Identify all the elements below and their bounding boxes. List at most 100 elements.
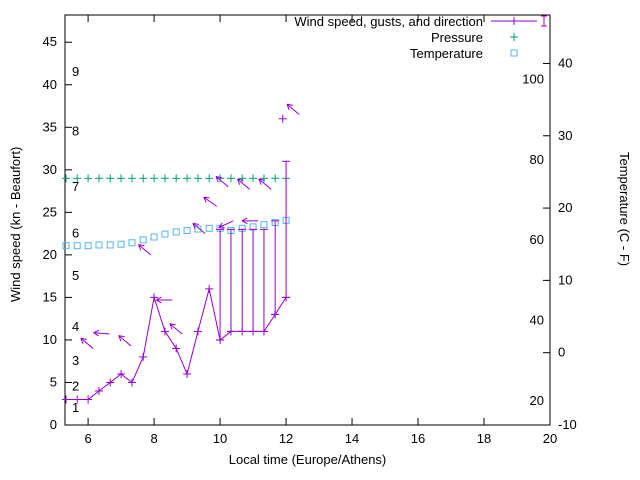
- beaufort-scale-label: 7: [72, 179, 79, 194]
- temperature-point: [106, 241, 114, 249]
- temperature-point: [95, 241, 103, 249]
- legend-label-pressure: Pressure: [430, 29, 483, 45]
- wind-direction-arrowhead: [93, 332, 99, 337]
- wind-direction-arrow: [258, 178, 272, 190]
- wind-direction-arrow: [118, 335, 132, 347]
- fahrenheit-scale-label: 80: [530, 152, 544, 167]
- beaufort-scale-label: 9: [72, 64, 79, 79]
- temperature-point: [73, 242, 81, 250]
- wind-direction-arrowhead: [215, 176, 223, 179]
- wind-direction-arrowhead: [118, 335, 125, 338]
- x-axis-title: Local time (Europe/Athens): [228, 452, 387, 467]
- temperature-point: [150, 233, 158, 241]
- legend-entry-wind: Wind speed, gusts, and direction: [0, 13, 549, 29]
- wind-direction-arrow: [192, 222, 206, 234]
- wind-direction-arrowhead: [215, 176, 219, 183]
- x-tick-label: 8: [150, 431, 157, 446]
- wind-direction-arrowhead: [218, 222, 223, 228]
- legend-label-wind: Wind speed, gusts, and direction: [294, 13, 483, 29]
- temperature-point: [84, 242, 92, 250]
- x-tick-label: 14: [345, 431, 359, 446]
- wind-direction-arrowhead: [203, 196, 210, 199]
- temperature-point: [183, 226, 191, 234]
- wind-direction-arrowhead: [286, 103, 293, 106]
- beaufort-scale-label: 5: [72, 268, 79, 283]
- wind-direction-arrowhead: [237, 178, 244, 181]
- temperature-point: [194, 225, 202, 233]
- y-left-tick-label: 30: [43, 162, 57, 177]
- wind-direction-arrowhead: [241, 217, 248, 222]
- y-left-tick-label: 5: [50, 374, 57, 389]
- wind-direction-arrowhead: [155, 296, 162, 301]
- y-left-tick-label: 0: [50, 417, 57, 432]
- y-axis-title-left: Wind speed (kn - Beaufort): [8, 146, 23, 302]
- wind-direction-arrowhead: [118, 335, 122, 342]
- x-tick-label: 18: [477, 431, 491, 446]
- beaufort-scale-label: 1: [72, 400, 79, 415]
- temperature-point: [172, 228, 180, 236]
- temperature-point: [117, 240, 125, 248]
- y-right-tick-label: 30: [558, 128, 572, 143]
- y-left-tick-label: 25: [43, 204, 57, 219]
- x-tick-label: 12: [279, 431, 293, 446]
- y-axis-title-right: Temperature (C - F): [617, 152, 632, 267]
- legend-entry-pressure: Pressure: [0, 29, 549, 45]
- wind-direction-arrow: [218, 220, 234, 229]
- y-right-tick-label: -10: [558, 417, 577, 432]
- pressure-series-sample-icon: [489, 30, 549, 44]
- temperature-point: [205, 224, 213, 232]
- beaufort-scale-label: 4: [72, 319, 79, 334]
- fahrenheit-scale-label: 60: [530, 232, 544, 247]
- x-tick-label: 10: [213, 431, 227, 446]
- y-right-tick-label: 40: [558, 55, 572, 70]
- legend-entry-temperature: Temperature: [0, 45, 549, 61]
- temperature-series-sample-icon: [489, 46, 549, 60]
- temperature-point: [128, 239, 136, 247]
- fahrenheit-scale-label: 20: [530, 393, 544, 408]
- wind-direction-arrowhead: [169, 323, 173, 330]
- wind-direction-arrowhead: [138, 244, 142, 251]
- fahrenheit-scale-label: 40: [530, 313, 544, 328]
- y-left-tick-label: 15: [43, 289, 57, 304]
- temperature-point: [62, 242, 70, 250]
- wind-direction-arrowhead: [258, 178, 265, 181]
- wind-direction-arrowhead: [169, 323, 176, 326]
- wind-direction-arrowhead: [80, 337, 84, 344]
- fahrenheit-scale-label: 100: [522, 72, 544, 87]
- wind-direction-arrowhead: [192, 223, 196, 230]
- x-tick-label: 6: [84, 431, 91, 446]
- wind-direction-arrow: [286, 103, 300, 115]
- wind-direction-arrowhead: [192, 222, 199, 225]
- legend-label-temperature: Temperature: [410, 45, 483, 61]
- wind-direction-arrowhead: [138, 244, 145, 247]
- wind-series-sample-icon: [489, 14, 549, 28]
- wind-direction-arrow: [203, 196, 218, 207]
- wind-direction-arrow: [138, 244, 152, 256]
- wind-direction-arrowhead: [80, 337, 87, 340]
- beaufort-scale-label: 8: [72, 124, 79, 139]
- wind-direction-arrowhead: [93, 329, 100, 334]
- temperature-point: [260, 221, 268, 229]
- wind-direction-arrowhead: [258, 178, 262, 185]
- y-left-tick-label: 45: [43, 34, 57, 49]
- x-tick-label: 20: [543, 431, 557, 446]
- wind-direction-arrow: [169, 323, 183, 335]
- wind-direction-arrowhead: [237, 178, 241, 185]
- wind-direction-arrow: [93, 332, 110, 335]
- temperature-point: [161, 230, 169, 238]
- beaufort-scale-label: 6: [72, 226, 79, 241]
- wind-direction-arrow: [215, 176, 229, 188]
- y-left-tick-label: 20: [43, 247, 57, 262]
- y-right-tick-label: 0: [558, 345, 565, 360]
- temperature-point: [139, 236, 147, 244]
- legend: Wind speed, gusts, and direction Pressur…: [0, 13, 549, 61]
- wind-direction-arrowhead: [286, 104, 290, 111]
- y-right-tick-label: 20: [558, 200, 572, 215]
- wind-direction-arrowhead: [241, 220, 248, 225]
- wind-direction-arrowhead: [203, 196, 207, 203]
- y-left-tick-label: 35: [43, 119, 57, 134]
- y-right-tick-label: 10: [558, 272, 572, 287]
- plot-border: [64, 14, 551, 426]
- wind-direction-arrow: [80, 337, 94, 349]
